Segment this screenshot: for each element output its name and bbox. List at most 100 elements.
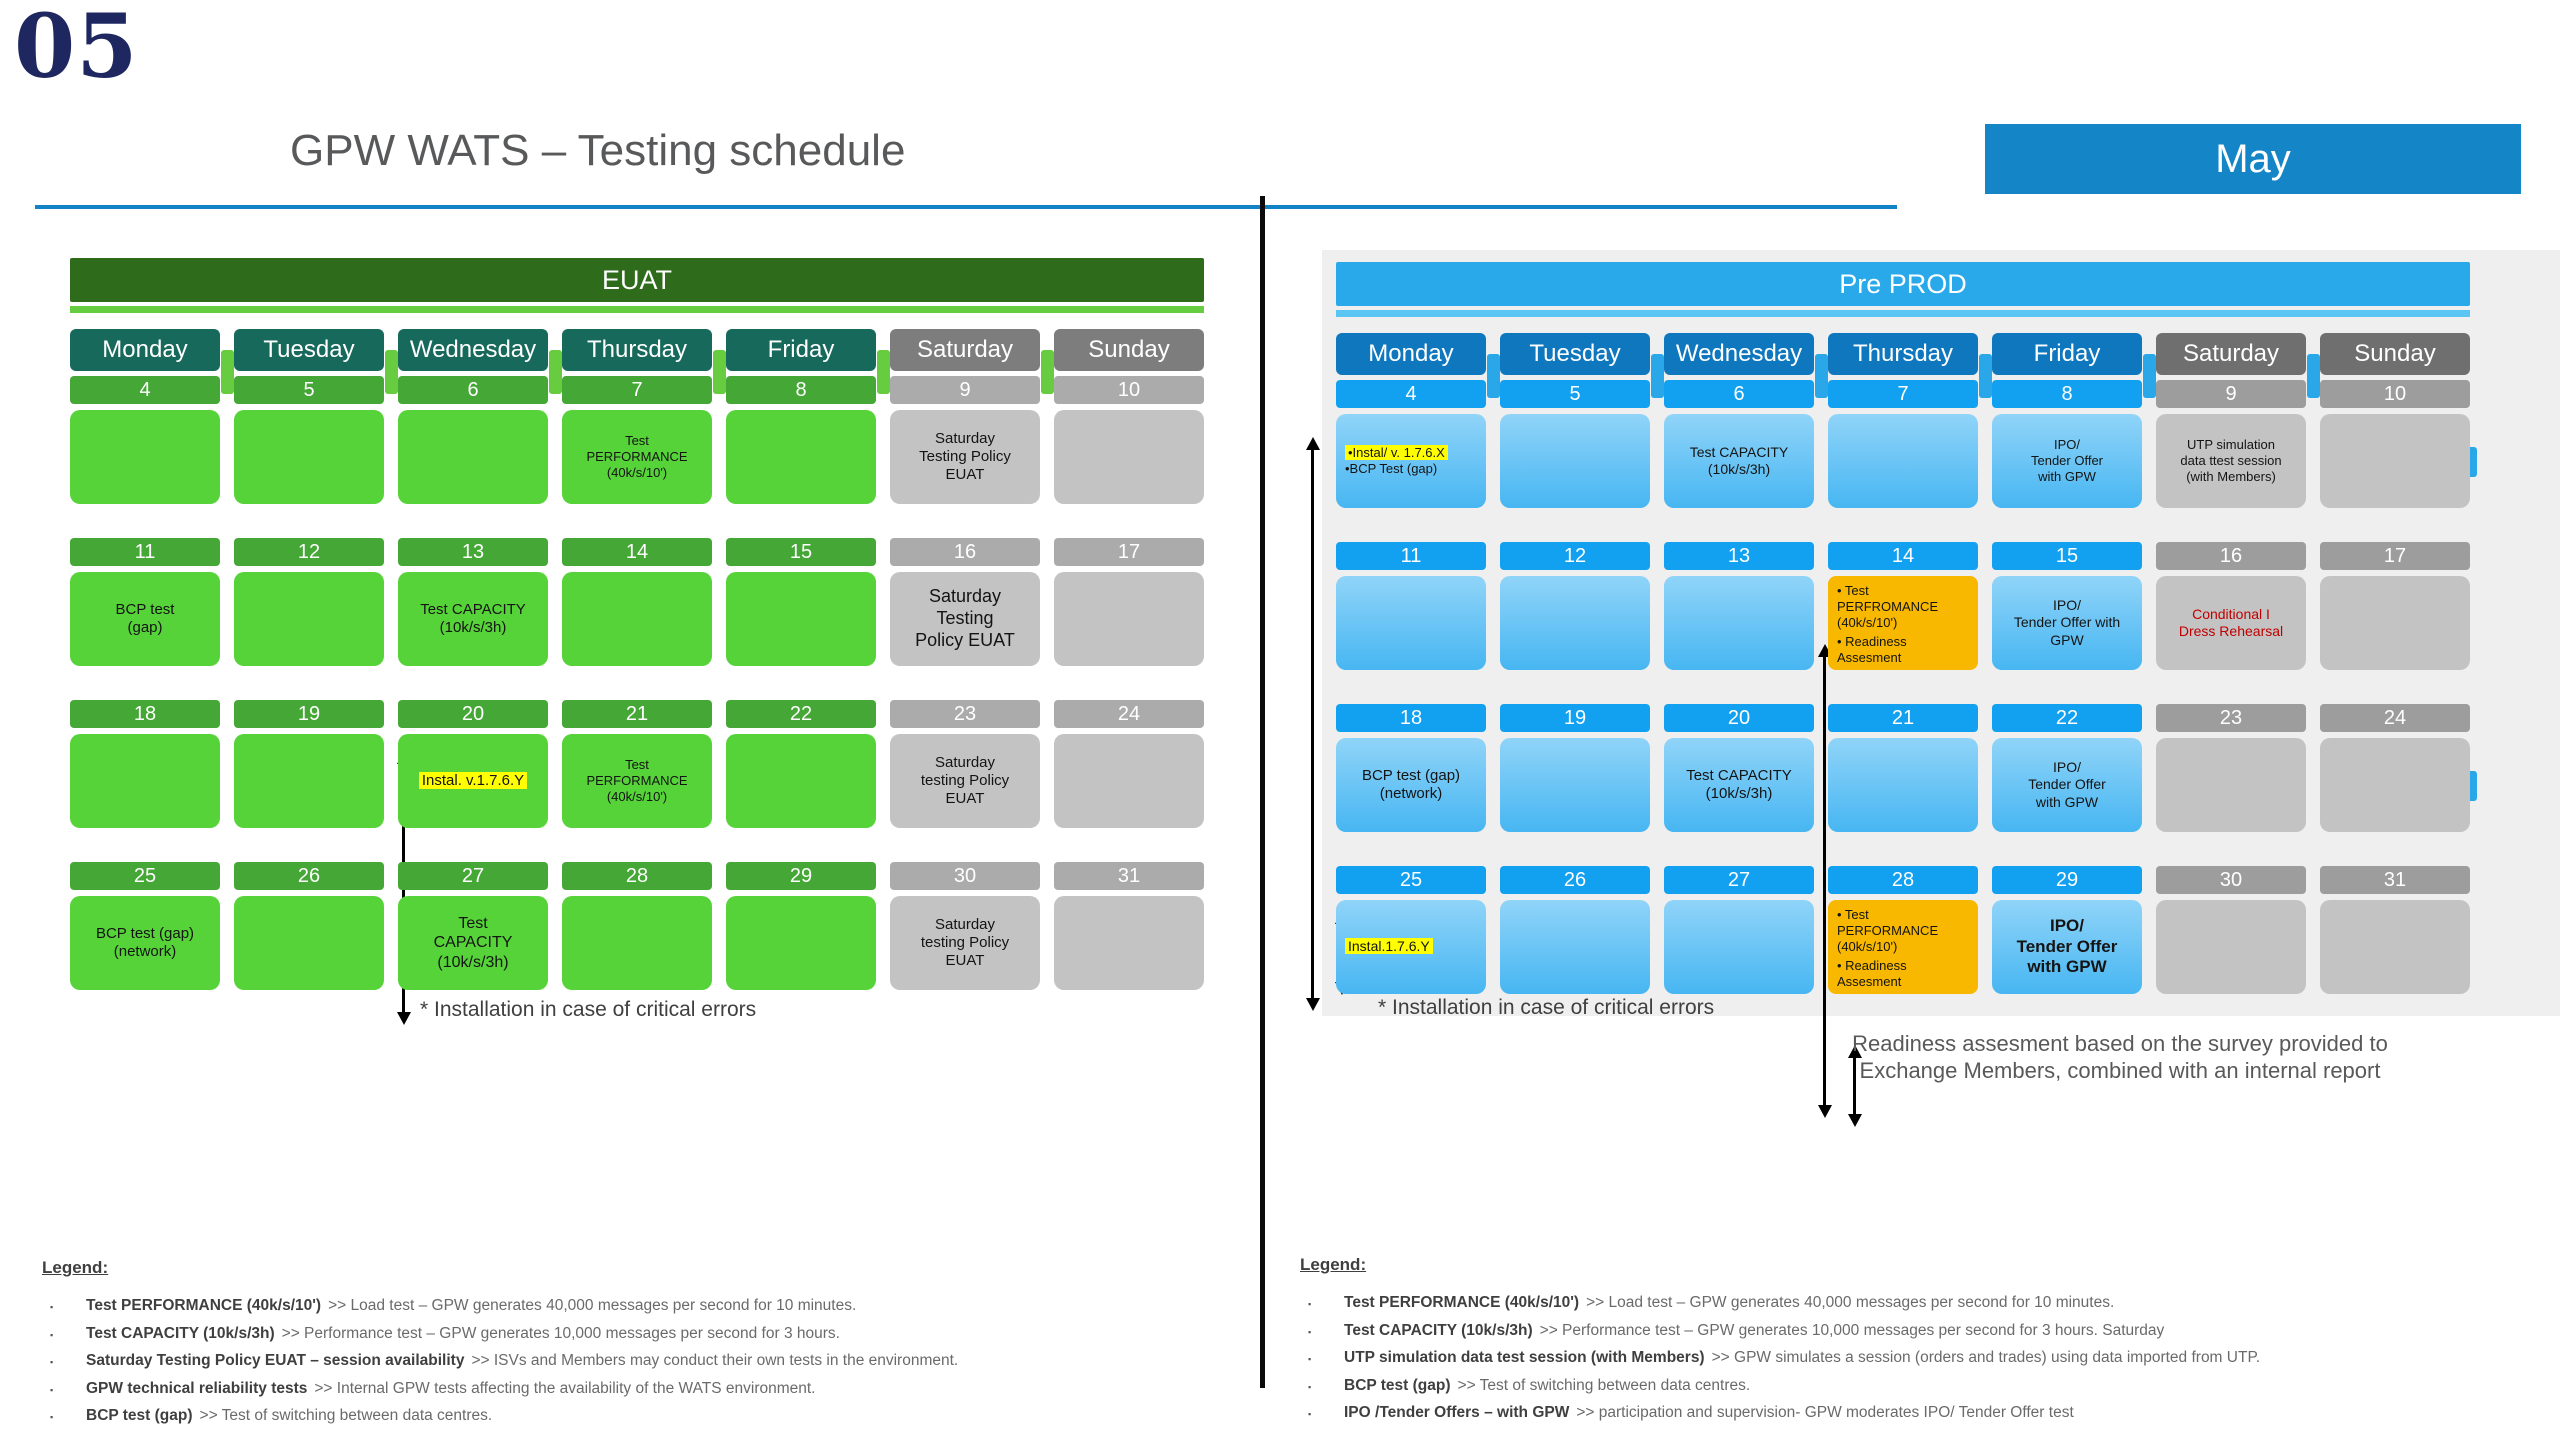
day-header-sunday: Sunday [2320, 333, 2470, 375]
arrow-head-down-icon [396, 1012, 411, 1025]
legend-term: BCP test (gap) [1344, 1376, 1451, 1394]
event-text: Assesment [1837, 974, 1902, 990]
date-cell: 20 [1664, 704, 1814, 732]
day-header-friday: Friday [726, 329, 876, 371]
event-cell [1500, 738, 1650, 832]
event-cell [234, 410, 384, 504]
event-text: Instal.1.7.6.Y [1345, 938, 1433, 955]
event-text: • Test [1837, 907, 1869, 922]
event-text: with GPW [2038, 468, 2096, 484]
bullet-icon: ▪ [50, 1302, 54, 1312]
day-header-wednesday: Wednesday [1664, 333, 1814, 375]
date-cell: 12 [234, 538, 384, 566]
event-cell: UTP simulation data ttest session (with Me… [2156, 414, 2306, 508]
legend-description: >> Performance test – GPW generates 10,0… [281, 1324, 840, 1342]
event-cell [1054, 572, 1204, 666]
date-row: 4 5 6 7 8 9 10 [70, 376, 1204, 404]
event-cell [726, 572, 876, 666]
event-text: Test [625, 433, 649, 449]
event-text: IPO/ [2052, 759, 2081, 776]
event-cell: IPO/Tender Offer with GPW [1992, 576, 2142, 670]
date-cell: 20 [398, 700, 548, 728]
legend-item: ▪ BCP test (gap) >> Test of switching betw… [42, 1403, 1242, 1431]
event-text: (gap) [127, 619, 163, 636]
date-cell: 25 [70, 862, 220, 890]
calendar-preprod: Pre PROD Monday Tuesday Wednesday Thursday Fr… [1336, 262, 2477, 994]
date-cell: 28 [562, 862, 712, 890]
event-text: (10k/s/3h) [439, 619, 507, 636]
date-cell: 30 [890, 862, 1040, 890]
legend-item: ▪ IPO /Tender Offers – with GPW >> partici… [1300, 1400, 2500, 1428]
calendar-euat: EUAT Monday Tuesday Wednesday Thursday Friday… [70, 258, 1204, 990]
column-connector [1650, 354, 1664, 398]
event-cell: Saturday testing Policy EUAT [890, 896, 1040, 990]
event-cell [2156, 738, 2306, 832]
bullet-icon: ▪ [50, 1329, 54, 1340]
legend-term: GPW technical reliability tests [86, 1379, 308, 1397]
calendar-accent-stripe [1336, 310, 2470, 317]
event-text: with GPW [2035, 793, 2099, 810]
date-cell: 7 [562, 376, 712, 404]
event-text: • Test [1837, 583, 1869, 598]
column-connector [2142, 354, 2156, 398]
event-cell [234, 734, 384, 828]
event-text: (40k/s/10') [1837, 614, 1898, 630]
date-row: 18 19 20 21 22 23 24 [1336, 704, 2470, 732]
bullet-icon: ▪ [1308, 1299, 1312, 1309]
legend-item: ▪ UTP simulation data test session (with … [1300, 1345, 2500, 1373]
event-cell: IPO/Tender Offer with GPW [1992, 738, 2142, 832]
date-cell: 23 [2156, 704, 2306, 732]
day-header-wednesday: Wednesday [398, 329, 548, 371]
event-text: Test CAPACITY [420, 600, 526, 618]
date-cell: 28 [1828, 866, 1978, 894]
event-row: BCP test (gap) (network) Test CAPACITY (10k/… [70, 896, 1204, 990]
date-cell: 14 [562, 538, 712, 566]
event-text: Conditional I [2192, 605, 2270, 622]
date-cell: 19 [1500, 704, 1650, 732]
event-text: Test [625, 757, 649, 773]
day-header-thursday: Thursday [562, 329, 712, 371]
event-text: Test CAPACITY [1686, 766, 1792, 784]
legend-description: >> Load test – GPW generates 40,000 mess… [1586, 1294, 2115, 1311]
bullet-icon: ▪ [50, 1384, 54, 1395]
arrow-head-up-icon [1305, 437, 1320, 450]
column-connector [1486, 354, 1500, 398]
event-cell [726, 410, 876, 504]
event-text: Testing [936, 608, 994, 629]
date-cell: 13 [1664, 542, 1814, 570]
day-header-tuesday: Tuesday [234, 329, 384, 371]
readiness-note-line1: Readiness assesment based on the survey … [1852, 1031, 2388, 1056]
day-header-row: Monday Tuesday Wednesday Thursday Friday Satu… [1336, 333, 2470, 375]
event-text: BCP test (gap) [95, 924, 195, 942]
event-text: EUAT [945, 790, 985, 808]
event-cell [1500, 900, 1650, 994]
date-cell: 23 [890, 700, 1040, 728]
date-cell: 17 [1054, 538, 1204, 566]
event-cell: Saturday testing Policy EUAT [890, 734, 1040, 828]
date-cell: 7 [1828, 380, 1978, 408]
date-cell: 31 [1054, 862, 1204, 890]
date-cell: 15 [726, 538, 876, 566]
event-cell: BCP test (gap) [70, 572, 220, 666]
date-cell: 29 [1992, 866, 2142, 894]
event-row: BCP test (gap) Test CAPACITY (10k/s/3h) Satu… [70, 572, 1204, 666]
day-header-tuesday: Tuesday [1500, 333, 1650, 375]
day-header-friday: Friday [1992, 333, 2142, 375]
event-text: BCP test [115, 600, 175, 618]
event-cell: •Instal/ v. 1.7.6.X •BCP Test (gap) [1336, 414, 1486, 508]
date-cell: 18 [1336, 704, 1486, 732]
title-underline [35, 205, 1897, 209]
legend-term: Test CAPACITY (10k/s/3h) [86, 1324, 275, 1342]
readiness-note-line2: Exchange Members, combined with an inter… [1859, 1058, 2381, 1083]
date-row: 25 26 27 28 29 30 31 [70, 862, 1204, 890]
date-cell: 21 [1828, 704, 1978, 732]
date-cell: 10 [2320, 380, 2470, 408]
arrow-head-down-icon [1305, 998, 1320, 1011]
date-cell: 6 [1664, 380, 1814, 408]
date-cell: 26 [234, 862, 384, 890]
legend-term: IPO /Tender Offers – with GPW [1344, 1404, 1570, 1421]
date-cell: 10 [1054, 376, 1204, 404]
date-cell: 26 [1500, 866, 1650, 894]
event-text: (40k/s/10') [606, 788, 668, 804]
